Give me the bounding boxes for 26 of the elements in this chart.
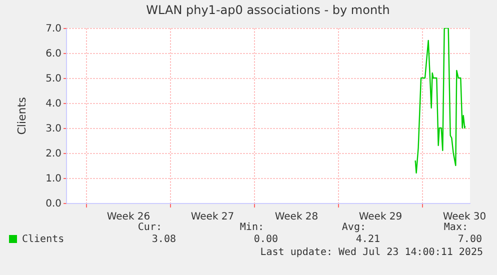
text: Avg: xyxy=(342,222,366,233)
text: Cur: xyxy=(138,222,162,233)
y-tick-label: 6.0 xyxy=(46,48,62,60)
y-axis-title: Clients xyxy=(16,96,29,135)
text: 0.00 xyxy=(254,234,278,245)
y-tick-label: 5.0 xyxy=(46,74,62,84)
text: 3.08 xyxy=(152,234,176,245)
text: 7.00 xyxy=(458,234,482,245)
y-tick-label: 1.0 xyxy=(46,174,62,184)
y-tick-label: 0.0 xyxy=(46,198,62,210)
x-tick-label: Week 29 xyxy=(358,212,402,222)
x-tick-label: Week 27 xyxy=(190,212,234,222)
y-tick-label: 3.0 xyxy=(46,124,62,134)
text: 4.21 xyxy=(356,234,380,245)
x-tick-label: Week 28 xyxy=(274,212,318,222)
y-tick-label: 4.0 xyxy=(46,98,62,110)
x-tick-label: Week 26 xyxy=(106,212,150,222)
chart-title: WLAN phy1-ap0 associations - by month xyxy=(146,3,390,17)
x-tick-label: Week 30 xyxy=(442,212,486,222)
line-series xyxy=(414,28,466,174)
text: Max: xyxy=(444,222,468,233)
y-tick-label: 7.0 xyxy=(46,24,62,34)
text: Last update: Wed Jul 23 14:00:11 2025 xyxy=(260,247,483,258)
y-tick-label: 2.0 xyxy=(46,148,62,160)
text: Min: xyxy=(240,222,264,233)
legend-label: Clients xyxy=(22,234,64,245)
